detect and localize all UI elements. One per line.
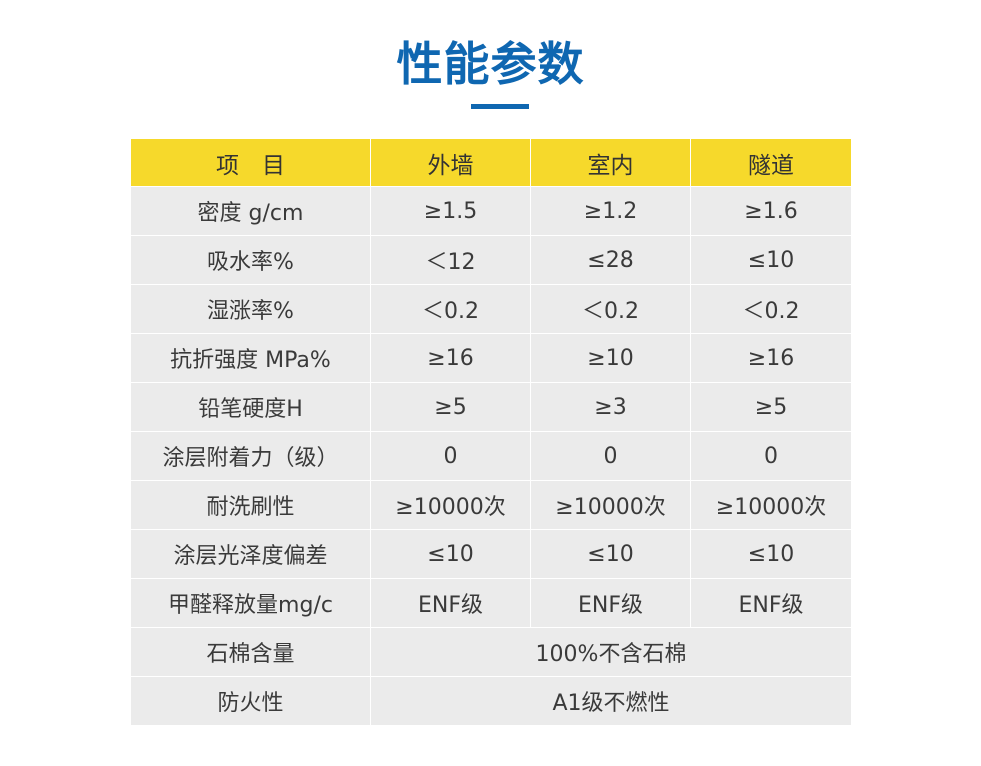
spec-table: 项 目 外墙 室内 隧道 密度 g/cm ≥1.5 ≥1.2 ≥1.6 吸水率%…: [130, 138, 852, 726]
cell-value: ≥10000次: [530, 480, 691, 530]
row-label: 甲醛释放量mg/c: [130, 578, 371, 628]
header-interior: 室内: [530, 138, 691, 187]
table-row: 涂层附着力（级） 0 0 0: [130, 431, 852, 481]
header-exterior-wall: 外墙: [370, 138, 531, 187]
cell-value: 0: [370, 431, 531, 481]
cell-value: ≥10000次: [370, 480, 531, 530]
cell-value: ≥1.5: [370, 186, 531, 236]
cell-value: ≤10: [690, 235, 852, 285]
cell-value: ENF级: [690, 578, 852, 628]
table-row: 密度 g/cm ≥1.5 ≥1.2 ≥1.6: [130, 186, 852, 236]
row-label: 吸水率%: [130, 235, 371, 285]
table-row: 甲醛释放量mg/c ENF级 ENF级 ENF级: [130, 578, 852, 628]
table-row: 抗折强度 MPa% ≥16 ≥10 ≥16: [130, 333, 852, 383]
cell-value: ≥10000次: [690, 480, 852, 530]
row-label: 耐洗刷性: [130, 480, 371, 530]
table-row-merged: 防火性 A1级不燃性: [130, 676, 852, 726]
merged-cell-value: 100%不含石棉: [370, 627, 852, 677]
cell-value: ≥3: [530, 382, 691, 432]
cell-value: ＜0.2: [370, 284, 531, 334]
cell-value: ≥1.2: [530, 186, 691, 236]
header-tunnel: 隧道: [690, 138, 852, 187]
row-label: 铅笔硬度H: [130, 382, 371, 432]
cell-value: ENF级: [370, 578, 531, 628]
table-row: 铅笔硬度H ≥5 ≥3 ≥5: [130, 382, 852, 432]
row-label: 密度 g/cm: [130, 186, 371, 236]
table-row: 吸水率% ＜12 ≤28 ≤10: [130, 235, 852, 285]
cell-value: ≥16: [370, 333, 531, 383]
cell-value: ＜0.2: [690, 284, 852, 334]
merged-cell-value: A1级不燃性: [370, 676, 852, 726]
cell-value: ≤10: [370, 529, 531, 579]
table-row: 湿涨率% ＜0.2 ＜0.2 ＜0.2: [130, 284, 852, 334]
cell-value: ≤28: [530, 235, 691, 285]
title-underline: [471, 104, 529, 109]
cell-value: ≥10: [530, 333, 691, 383]
row-label: 防火性: [130, 676, 371, 726]
header-item: 项 目: [130, 138, 371, 187]
table-row: 涂层光泽度偏差 ≤10 ≤10 ≤10: [130, 529, 852, 579]
row-label: 石棉含量: [130, 627, 371, 677]
cell-value: 0: [690, 431, 852, 481]
cell-value: ≥5: [370, 382, 531, 432]
cell-value: 0: [530, 431, 691, 481]
row-label: 涂层光泽度偏差: [130, 529, 371, 579]
row-label: 湿涨率%: [130, 284, 371, 334]
cell-value: ＜0.2: [530, 284, 691, 334]
cell-value: ≥1.6: [690, 186, 852, 236]
cell-value: ≤10: [530, 529, 691, 579]
row-label: 涂层附着力（级）: [130, 431, 371, 481]
cell-value: ≤10: [690, 529, 852, 579]
cell-value: ≥5: [690, 382, 852, 432]
cell-value: ≥16: [690, 333, 852, 383]
row-label: 抗折强度 MPa%: [130, 333, 371, 383]
header-row: 项 目 外墙 室内 隧道: [130, 138, 852, 187]
page-title: 性能参数: [396, 37, 585, 91]
table-row: 耐洗刷性 ≥10000次 ≥10000次 ≥10000次: [130, 480, 852, 530]
table-row-merged: 石棉含量 100%不含石棉: [130, 627, 852, 677]
cell-value: ENF级: [530, 578, 691, 628]
cell-value: ＜12: [370, 235, 531, 285]
